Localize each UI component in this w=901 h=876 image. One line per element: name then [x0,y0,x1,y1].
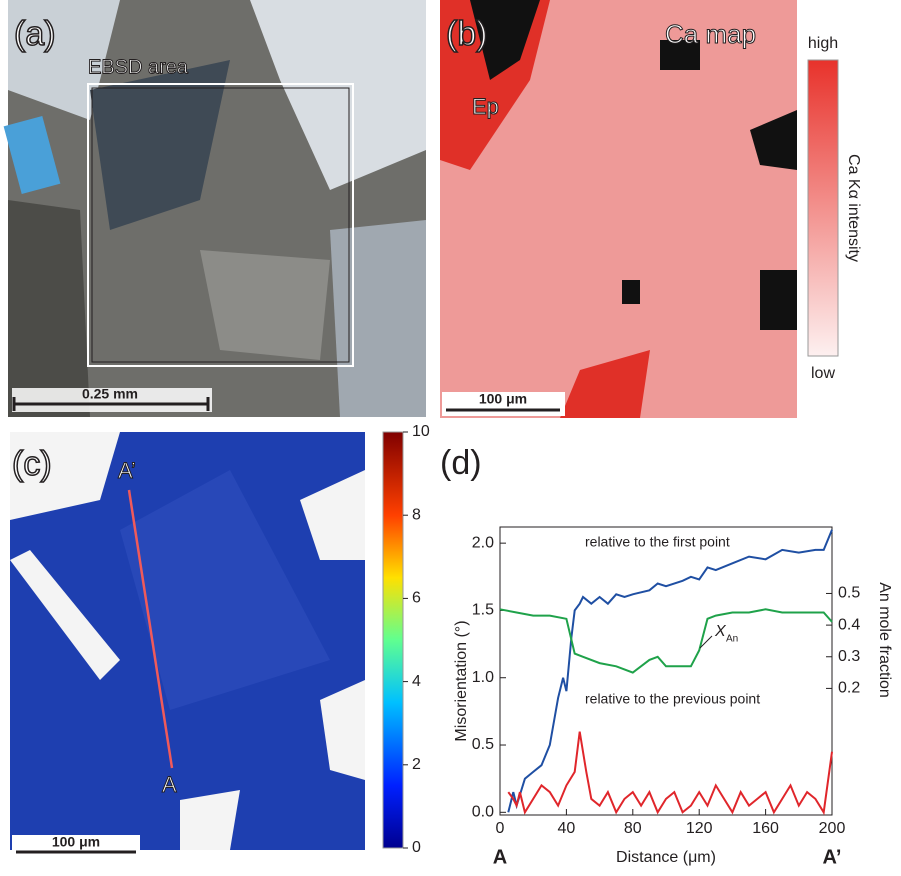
scale-label: 100 μm [52,834,100,850]
y-tick-label: 1.5 [472,602,494,619]
phase-label: Ep [472,94,499,119]
y2-tick-label: 0.3 [838,648,860,665]
map-title: Ca map [665,19,756,49]
y-tick-label: 0.5 [472,736,494,753]
series-line [508,530,832,813]
y2-tick-label: 0.5 [838,585,860,602]
colorbar-tick-label: 8 [412,506,421,523]
x-start-label: A [493,846,507,868]
panel-label: (b) [446,15,488,53]
void [622,280,640,304]
profile-end: A’ [118,458,136,483]
x-tick-label: 200 [819,820,846,837]
colorbar [383,432,403,848]
colorbar [808,60,838,356]
grain [330,220,426,417]
scale-label: 0.25 mm [82,386,138,402]
x-tick-label: 80 [624,820,642,837]
y2-tick-label: 0.4 [838,616,860,633]
y-tick-label: 0.0 [472,804,494,821]
colorbar-high: high [808,35,838,52]
grain [8,200,90,417]
void [760,270,797,330]
colorbar-tick-label: 0 [412,839,421,856]
x-tick-label: 0 [496,820,505,837]
y2-axis-label: An mole fraction [876,582,893,698]
series-label-sub: An [726,634,738,645]
panel-c: A’ A (c) 100 μm [10,432,403,857]
unindexed [180,790,240,850]
colorbar-tick-label: 2 [412,756,421,773]
x-end-label: A’ [823,846,842,868]
box-label: EBSD area [88,56,189,78]
plot-frame [500,527,832,815]
y-tick-label: 2.0 [472,534,494,551]
grain [200,250,330,360]
colorbar-tick-label: 10 [412,423,430,440]
series-line [500,609,832,672]
series-label: relative to the previous point [585,691,760,707]
colorbar-low: low [811,365,835,382]
panel-label: (a) [14,15,56,53]
scale-label: 100 μm [479,391,527,407]
x-axis-label: Distance (μm) [616,849,716,866]
x-tick-label: 120 [686,820,713,837]
panel-b: high low Ca Kα intensity (b) Ca map Ep 1… [440,0,862,418]
x-tick-label: 40 [558,820,576,837]
x-tick-label: 160 [752,820,779,837]
figure: (a) EBSD area 0.25 mm high low Ca Kα int… [0,0,901,876]
panel-label: (d) [440,444,482,482]
panel-d: (d) 0 40 80 120 160 200 0.0 0.5 1.0 1.5 2.0 0.2 0.3 0… [440,444,893,868]
profile-start: A [162,772,177,797]
colorbar-tick-label: 4 [412,673,421,690]
panel-label: (c) [12,445,52,483]
colorbar-tick-label: 6 [412,590,421,607]
series-line [508,732,832,813]
panel-a: (a) EBSD area 0.25 mm [4,0,426,417]
series-label: relative to the first point [585,534,730,550]
y2-tick-label: 0.2 [838,680,860,697]
y-tick-label: 1.0 [472,669,494,686]
y-axis-label: Misorientation (°) [453,620,470,741]
colorbar-label: Ca Kα intensity [845,154,862,262]
